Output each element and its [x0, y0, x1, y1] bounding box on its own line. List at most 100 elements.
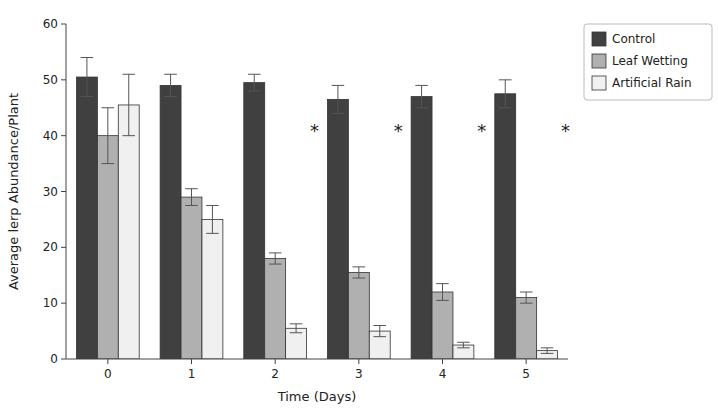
y-tick	[61, 79, 66, 80]
error-cap	[499, 79, 512, 80]
error-cap	[373, 336, 386, 337]
y-tick-label: 50	[43, 73, 58, 87]
x-axis-line	[66, 359, 568, 360]
x-tick-label: 3	[355, 367, 363, 381]
series-group	[118, 74, 557, 359]
legend-swatch	[592, 32, 606, 46]
error-line	[337, 85, 338, 113]
error-bar	[248, 74, 261, 91]
error-cap	[520, 303, 533, 304]
x-tick-label: 0	[104, 367, 112, 381]
error-line	[526, 292, 527, 303]
x-tick	[107, 359, 108, 364]
error-cap	[353, 266, 366, 267]
error-line	[421, 85, 422, 107]
error-cap	[415, 85, 428, 86]
bar	[265, 259, 286, 360]
y-tick	[61, 24, 66, 25]
error-cap	[102, 163, 115, 164]
x-tick-label: 5	[522, 367, 530, 381]
plot-marks	[76, 58, 557, 360]
y-axis-label: Average lerp Abundance/Plant	[6, 93, 21, 290]
error-line	[358, 267, 359, 278]
error-bar	[102, 108, 115, 164]
bar	[244, 83, 265, 359]
error-bar	[373, 326, 386, 337]
error-bar	[269, 253, 282, 264]
error-cap	[164, 74, 177, 75]
error-bar	[185, 189, 198, 206]
annotation: *	[310, 120, 319, 141]
error-line	[463, 342, 464, 348]
error-cap	[290, 323, 303, 324]
error-line	[254, 74, 255, 91]
error-bar	[415, 85, 428, 107]
y-tick	[61, 135, 66, 136]
x-tick	[275, 359, 276, 364]
x-tick	[526, 359, 527, 364]
y-tick-label: 30	[43, 185, 58, 199]
annotation: *	[561, 120, 570, 141]
axes: 0102030405060012345	[43, 17, 568, 381]
y-tick-label: 10	[43, 296, 58, 310]
error-bar	[436, 284, 449, 301]
x-tick-label: 4	[439, 367, 447, 381]
y-tick	[61, 303, 66, 304]
x-axis-label: Time (Days)	[277, 389, 357, 404]
y-tick	[61, 247, 66, 248]
x-tick-label: 1	[188, 367, 196, 381]
error-cap	[541, 353, 554, 354]
error-bar	[81, 58, 94, 97]
error-line	[505, 80, 506, 108]
x-tick	[358, 359, 359, 364]
error-bar	[290, 324, 303, 333]
error-line	[170, 74, 171, 96]
bar	[202, 219, 223, 359]
error-cap	[122, 74, 135, 75]
legend-label: Leaf Wetting	[612, 54, 688, 68]
error-bar	[499, 80, 512, 108]
error-cap	[415, 107, 428, 108]
legend: ControlLeaf WettingArtificial Rain	[584, 24, 712, 100]
error-cap	[248, 74, 261, 75]
x-tick	[442, 359, 443, 364]
series-group	[76, 58, 515, 360]
error-cap	[81, 96, 94, 97]
chart-container: 0102030405060012345Time (Days)Average le…	[0, 0, 718, 413]
legend-frame	[584, 24, 712, 100]
bar	[118, 105, 139, 359]
chart-svg: 0102030405060012345Time (Days)Average le…	[0, 0, 718, 413]
error-bar	[353, 267, 366, 278]
error-cap	[206, 205, 219, 206]
error-cap	[248, 91, 261, 92]
error-line	[379, 326, 380, 337]
error-cap	[541, 347, 554, 348]
error-cap	[269, 252, 282, 253]
series-group	[97, 108, 536, 359]
error-line	[128, 74, 129, 135]
error-bar	[332, 85, 345, 113]
error-line	[107, 108, 108, 164]
error-cap	[102, 107, 115, 108]
error-cap	[122, 135, 135, 136]
x-tick	[191, 359, 192, 364]
error-cap	[373, 325, 386, 326]
bar	[327, 99, 348, 359]
error-cap	[332, 113, 345, 114]
error-cap	[185, 188, 198, 189]
error-line	[275, 253, 276, 264]
bar	[286, 328, 307, 359]
error-cap	[81, 57, 94, 58]
error-cap	[332, 85, 345, 86]
error-bar	[541, 348, 554, 354]
error-cap	[457, 342, 470, 343]
y-tick	[61, 359, 66, 360]
bar	[76, 77, 97, 359]
error-bar	[164, 74, 177, 96]
annotations: ****	[310, 120, 570, 141]
annotation: *	[394, 120, 403, 141]
y-tick-label: 20	[43, 240, 58, 254]
error-line	[191, 189, 192, 206]
error-cap	[436, 283, 449, 284]
error-cap	[290, 332, 303, 333]
